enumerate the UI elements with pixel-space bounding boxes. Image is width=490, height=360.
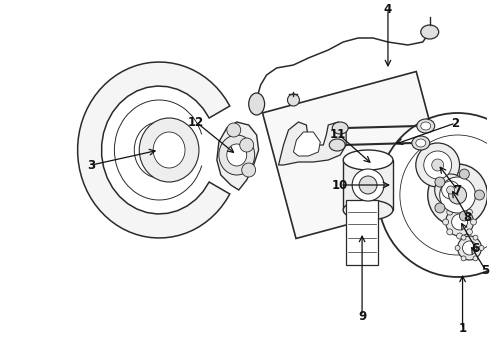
Ellipse shape	[227, 144, 246, 166]
Polygon shape	[263, 72, 450, 238]
Polygon shape	[278, 122, 346, 165]
Ellipse shape	[227, 123, 241, 137]
Ellipse shape	[329, 139, 345, 151]
Ellipse shape	[343, 150, 393, 170]
Bar	[346, 200, 378, 265]
Polygon shape	[217, 122, 259, 190]
Text: 6: 6	[471, 242, 480, 255]
Ellipse shape	[428, 164, 488, 226]
Ellipse shape	[412, 136, 430, 150]
Ellipse shape	[242, 163, 256, 177]
Ellipse shape	[359, 176, 377, 194]
Ellipse shape	[466, 209, 472, 215]
Ellipse shape	[432, 159, 443, 171]
Ellipse shape	[457, 233, 463, 239]
Text: 12: 12	[188, 116, 204, 129]
Ellipse shape	[332, 122, 348, 134]
Ellipse shape	[343, 200, 393, 220]
Text: 5: 5	[481, 264, 490, 276]
Ellipse shape	[421, 25, 439, 39]
Ellipse shape	[249, 93, 265, 115]
Ellipse shape	[441, 181, 460, 199]
Text: 1: 1	[459, 323, 466, 336]
Ellipse shape	[474, 190, 485, 200]
Ellipse shape	[435, 203, 445, 213]
Ellipse shape	[461, 256, 466, 261]
Polygon shape	[343, 160, 393, 210]
Ellipse shape	[421, 122, 431, 130]
Ellipse shape	[447, 209, 453, 215]
Ellipse shape	[470, 219, 476, 225]
Ellipse shape	[435, 174, 466, 206]
Ellipse shape	[240, 138, 254, 152]
Ellipse shape	[473, 235, 478, 240]
Ellipse shape	[457, 205, 463, 211]
Polygon shape	[294, 132, 320, 156]
Ellipse shape	[288, 94, 299, 106]
Ellipse shape	[459, 169, 469, 179]
Ellipse shape	[466, 229, 472, 235]
Ellipse shape	[447, 229, 453, 235]
Ellipse shape	[479, 246, 484, 251]
Polygon shape	[78, 62, 230, 238]
Text: 7: 7	[454, 184, 462, 197]
Ellipse shape	[473, 256, 478, 261]
Ellipse shape	[449, 186, 466, 204]
Ellipse shape	[435, 177, 445, 187]
Ellipse shape	[219, 135, 255, 175]
Ellipse shape	[378, 113, 490, 277]
Ellipse shape	[445, 208, 473, 236]
Ellipse shape	[416, 143, 460, 187]
Ellipse shape	[461, 235, 466, 240]
Ellipse shape	[416, 139, 426, 147]
Ellipse shape	[424, 151, 452, 179]
Text: 8: 8	[464, 211, 472, 224]
Text: 11: 11	[330, 127, 346, 140]
Ellipse shape	[442, 219, 449, 225]
Ellipse shape	[458, 236, 482, 260]
Ellipse shape	[463, 241, 476, 255]
Text: 4: 4	[384, 3, 392, 15]
Ellipse shape	[459, 211, 469, 221]
Text: 2: 2	[451, 117, 460, 130]
Ellipse shape	[447, 186, 455, 194]
Ellipse shape	[417, 119, 435, 133]
Ellipse shape	[452, 214, 467, 230]
Text: 9: 9	[358, 310, 366, 323]
Ellipse shape	[352, 169, 384, 201]
Ellipse shape	[440, 177, 475, 213]
Text: 10: 10	[332, 179, 348, 192]
Ellipse shape	[455, 246, 460, 251]
Ellipse shape	[139, 118, 199, 182]
Ellipse shape	[153, 132, 185, 168]
Text: 3: 3	[87, 158, 96, 171]
